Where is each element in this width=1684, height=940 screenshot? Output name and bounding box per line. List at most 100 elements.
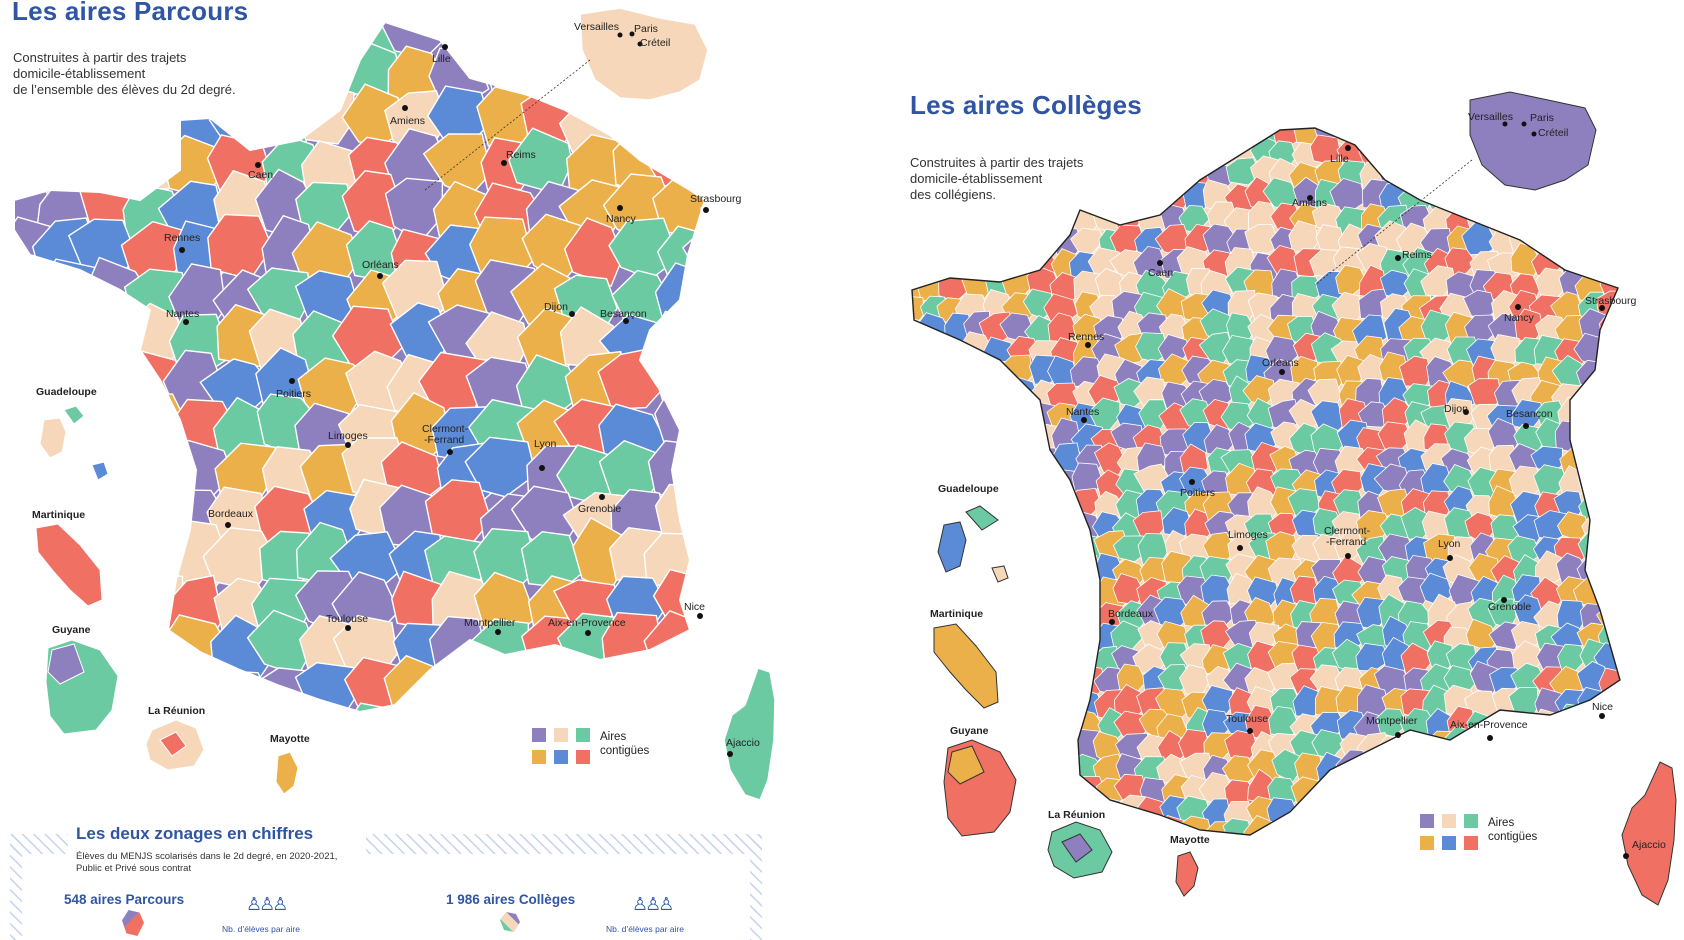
area-cell — [1002, 158, 1038, 189]
area-cell — [684, 624, 705, 686]
area-cell — [1028, 668, 1064, 701]
area-cell — [1002, 128, 1037, 148]
city-marker: Bordeaux — [1108, 608, 1154, 625]
area-cell — [1508, 733, 1544, 764]
area-cell — [1376, 799, 1411, 831]
area-cell — [1090, 128, 1121, 145]
city-label: Aix-en-Provence — [1450, 719, 1528, 731]
area-cell — [202, 36, 269, 108]
area-cell — [915, 445, 951, 477]
area-cell — [1005, 712, 1038, 748]
area-cell — [1382, 137, 1415, 170]
legend-swatch — [532, 728, 546, 742]
area-cell — [1401, 776, 1434, 810]
area-cell — [1117, 141, 1151, 172]
area-cell — [912, 424, 922, 456]
area-cell — [916, 404, 948, 435]
legend-swatch — [1464, 836, 1478, 850]
city-marker: Ajaccio — [1623, 839, 1666, 859]
area-cell — [1601, 508, 1620, 543]
area-cell — [916, 156, 948, 189]
area-cell — [1378, 752, 1416, 787]
area-cell — [965, 426, 996, 455]
area-cell — [1244, 223, 1281, 254]
area-cell — [936, 159, 973, 193]
area-cell — [1593, 488, 1620, 520]
city-marker: Toulouse — [326, 613, 368, 631]
right-corsica — [1621, 761, 1677, 906]
stats-desc-line: Public et Privé sous contrat — [76, 863, 192, 874]
inset-city-marker: Créteil — [1531, 127, 1568, 139]
area-cell — [1448, 772, 1480, 805]
area-cell — [956, 841, 988, 875]
area-cell — [960, 353, 998, 385]
area-cell — [1136, 160, 1174, 189]
area-cell — [1574, 778, 1609, 811]
area-cell — [1112, 535, 1149, 563]
area-cell — [556, 655, 623, 712]
area-cell — [1553, 178, 1584, 214]
area-cell — [1336, 839, 1366, 870]
area-cell — [256, 49, 316, 116]
area-cell — [1044, 576, 1077, 610]
area-cell — [1049, 668, 1087, 702]
area-cell — [1154, 159, 1188, 190]
area-cell — [980, 140, 1015, 171]
area-cell — [1005, 619, 1038, 655]
area-cell — [1594, 553, 1620, 587]
area-cell — [1601, 402, 1620, 438]
area-cell — [1114, 128, 1146, 143]
area-cell — [1071, 128, 1104, 148]
area-cell — [78, 354, 147, 410]
stat-colleges-count: 1 986 aires Collèges — [446, 892, 576, 907]
right-idf-inset — [1314, 91, 1597, 286]
city-label: Clermont- — [1324, 525, 1371, 537]
area-cell — [912, 712, 927, 742]
legend-label: Aires — [1488, 817, 1515, 829]
legend-swatch — [532, 750, 546, 764]
area-cell — [1575, 753, 1611, 784]
area-cell — [1007, 205, 1043, 237]
area-cell — [912, 399, 928, 431]
per-area-label: Nb. d’élèves par aire — [222, 924, 300, 934]
area-cell — [1002, 444, 1036, 478]
area-cell — [912, 626, 926, 659]
stats-title: Les deux zonages en chiffres — [76, 824, 314, 843]
area-cell — [1559, 772, 1591, 806]
area-cell — [474, 22, 542, 68]
area-cell — [1296, 839, 1326, 870]
area-cell — [937, 224, 970, 256]
area-cell — [961, 165, 993, 196]
area-cell — [935, 490, 970, 527]
city-marker: Nice — [684, 601, 705, 619]
area-cell — [30, 22, 97, 62]
area-cell — [1042, 643, 1080, 678]
city-label: Dijon — [1444, 403, 1468, 415]
left-map-title: Les aires Parcours — [12, 0, 249, 26]
area-cell — [937, 136, 971, 170]
city-label: Besançon — [1506, 408, 1553, 420]
area-cell — [983, 711, 1019, 745]
city-label: Nantes — [166, 308, 199, 320]
area-cell — [920, 575, 952, 610]
area-cell — [914, 734, 949, 762]
area-cell — [342, 702, 407, 712]
city-label: Poitiers — [1180, 487, 1215, 499]
area-cell — [959, 137, 997, 170]
area-cell — [1624, 243, 1657, 273]
left-subtitle-line: de l’ensemble des élèves du 2d degré. — [13, 82, 236, 97]
area-cell — [912, 334, 927, 367]
area-cell — [1002, 641, 1040, 671]
city-marker: Lille — [432, 44, 451, 65]
left-subtitle-line: Construites à partir des trajets — [13, 50, 187, 65]
left-france-map — [13, 21, 706, 713]
area-cell — [962, 444, 996, 477]
area-cell — [473, 704, 539, 712]
area-cell — [30, 42, 93, 106]
area-cell — [957, 553, 991, 589]
city-label: Ajaccio — [726, 737, 760, 749]
area-cell — [1048, 778, 1083, 811]
area-cell — [116, 88, 181, 147]
area-cell — [34, 307, 100, 371]
